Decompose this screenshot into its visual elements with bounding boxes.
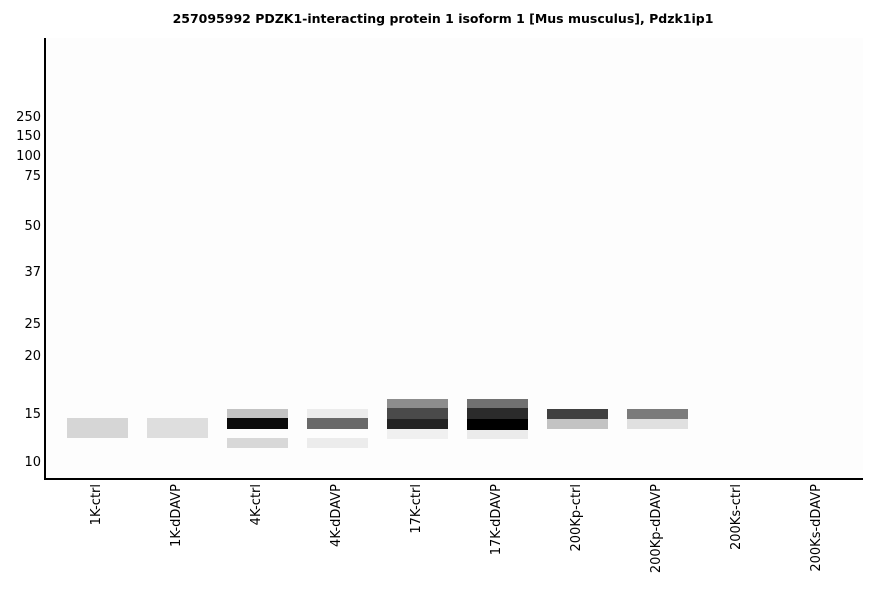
mw-marker-label: 10 xyxy=(24,455,41,470)
plot-area xyxy=(44,38,863,480)
lane-band xyxy=(66,418,128,438)
lane-label: 4K-dDAVP xyxy=(329,484,344,547)
lane-band xyxy=(226,409,288,418)
lane-band xyxy=(546,419,608,429)
lane-band xyxy=(306,438,368,448)
lane-label: 17K-dDAVP xyxy=(489,484,504,556)
mw-marker-label: 37 xyxy=(24,265,41,280)
lane-band xyxy=(226,438,288,448)
lane-band xyxy=(466,399,528,408)
lane-band xyxy=(386,429,448,439)
mw-marker-label: 50 xyxy=(24,219,41,234)
lane-label: 1K-ctrl xyxy=(89,484,104,526)
lane-band xyxy=(466,430,528,439)
lane-label: 200Kp-ctrl xyxy=(569,484,584,552)
mw-marker-label: 75 xyxy=(24,169,41,184)
lane-band xyxy=(226,418,288,429)
lane-label: 1K-dDAVP xyxy=(169,484,184,547)
lane-band xyxy=(466,419,528,430)
lane-band xyxy=(386,399,448,408)
lane-band xyxy=(546,409,608,419)
mw-marker-label: 100 xyxy=(16,149,41,164)
figure-title: 257095992 PDZK1-interacting protein 1 is… xyxy=(172,11,714,26)
lane-label: 17K-ctrl xyxy=(409,484,424,534)
mw-marker-label: 25 xyxy=(24,317,41,332)
lane-band xyxy=(626,419,688,429)
lane-band xyxy=(306,409,368,418)
mw-marker-label: 15 xyxy=(24,407,41,422)
lane-label: 4K-ctrl xyxy=(249,484,264,526)
lane-label: 200Kp-dDAVP xyxy=(649,484,664,574)
lane-band xyxy=(626,409,688,419)
lane-label: 200Ks-dDAVP xyxy=(809,484,824,572)
mw-marker-label: 20 xyxy=(24,349,41,364)
lane-band xyxy=(466,408,528,419)
lane-label: 200Ks-ctrl xyxy=(729,484,744,551)
lane-band xyxy=(386,408,448,419)
mw-marker-label: 150 xyxy=(16,129,41,144)
mw-marker-label: 250 xyxy=(16,110,41,125)
lane-band xyxy=(306,418,368,429)
lane-band xyxy=(386,419,448,429)
lane-band xyxy=(146,418,208,438)
